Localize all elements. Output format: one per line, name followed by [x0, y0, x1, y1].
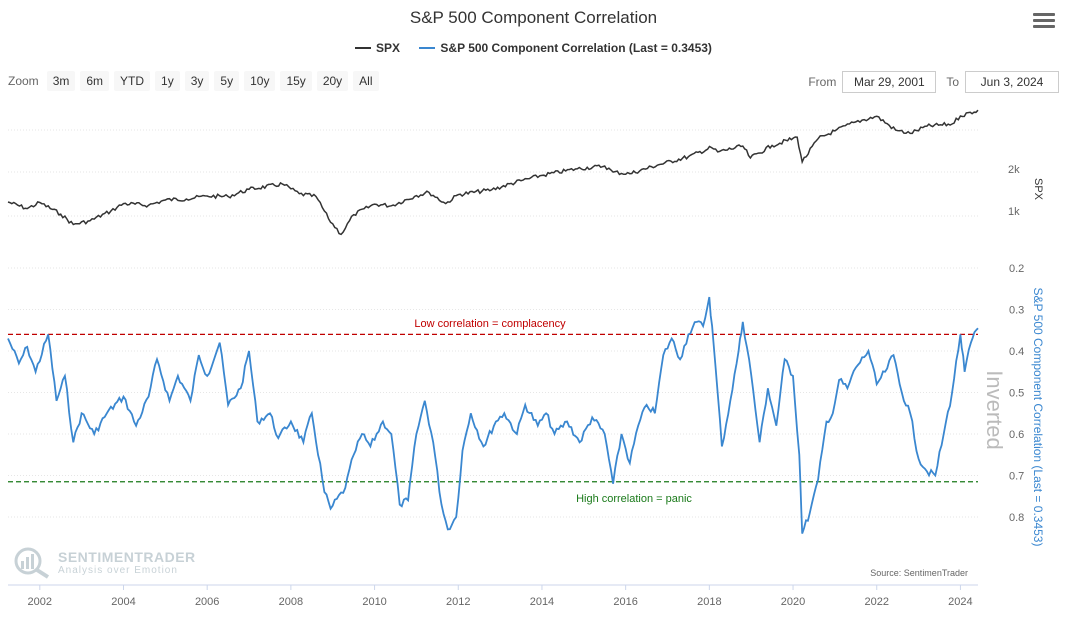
x-tick-label: 2022 — [864, 596, 888, 608]
zoom-button-20y[interactable]: 20y — [316, 71, 349, 91]
spx-tick-label: 2k — [1008, 164, 1020, 176]
zoom-button-1y[interactable]: 1y — [155, 71, 180, 91]
x-tick-label: 2014 — [530, 596, 554, 608]
chart-title: S&P 500 Component Correlation — [409, 8, 658, 27]
legend-swatch-spx — [355, 47, 372, 49]
spx-axis-title: SPX — [1032, 177, 1045, 201]
legend-label-spx: SPX — [376, 41, 401, 55]
zoom-button-3y[interactable]: 3y — [184, 71, 210, 91]
correlation-tick-label: 0.7 — [1009, 471, 1024, 483]
legend-label-correlation: S&P 500 Component Correlation (Last = 0.… — [440, 41, 712, 55]
zoom-bar: Zoom 3m 6m YTD 1y 3y 5y 10y 15y 20y All — [8, 71, 384, 91]
spx-series-line — [7, 109, 979, 236]
legend-item-correlation[interactable]: S&P 500 Component Correlation (Last = 0.… — [419, 41, 712, 55]
correlation-tick-label: 0.5 — [1009, 388, 1024, 400]
correlation-tick-label: 0.2 — [1009, 263, 1024, 275]
correlation-series-line — [7, 296, 979, 534]
correlation-gridlines — [8, 267, 978, 518]
zoom-button-6m[interactable]: 6m — [80, 71, 110, 91]
zoom-button-ytd[interactable]: YTD — [114, 71, 151, 91]
legend-item-spx[interactable]: SPX — [355, 41, 400, 55]
high-correlation-annotation: High correlation = panic — [576, 493, 692, 505]
correlation-tick-label: 0.8 — [1009, 512, 1024, 524]
correlation-tick-label: 0.6 — [1009, 429, 1024, 441]
x-tick-label: 2012 — [446, 596, 470, 608]
correlation-axis-ticks: 0.2 0.3 0.4 0.5 0.6 0.7 0.8 — [1009, 263, 1024, 524]
zoom-button-3m[interactable]: 3m — [46, 71, 76, 91]
x-tick-label: 2020 — [781, 596, 805, 608]
correlation-tick-label: 0.3 — [1009, 305, 1024, 317]
inverted-axis-label: Inverted — [982, 370, 1007, 450]
x-tick-label: 2024 — [948, 596, 972, 608]
zoom-button-all[interactable]: All — [353, 71, 379, 91]
zoom-label: Zoom — [8, 74, 39, 88]
x-tick-label: 2006 — [195, 596, 219, 608]
sentimentrader-watermark: SENTIMENTRADER Analysis over Emotion — [12, 545, 196, 579]
x-tick-label: 2010 — [362, 596, 386, 608]
x-tick-label: 2008 — [279, 596, 303, 608]
source-credit: Source: SentimenTrader — [870, 568, 968, 578]
chart-legend: SPX S&P 500 Component Correlation (Last … — [0, 38, 1067, 55]
x-tick-label: 2002 — [28, 596, 52, 608]
watermark-name: SENTIMENTRADER — [58, 548, 196, 565]
reference-lines — [8, 333, 978, 483]
magnifier-logo-icon — [14, 547, 50, 579]
legend-swatch-correlation — [419, 47, 436, 49]
from-date-input[interactable]: Mar 29, 2001 — [842, 71, 937, 93]
watermark-tagline: Analysis over Emotion — [58, 564, 178, 576]
zoom-button-15y[interactable]: 15y — [280, 71, 312, 91]
date-range-selector: From Mar 29, 2001 To Jun 3, 2024 — [808, 71, 1059, 93]
x-tick-label: 2018 — [697, 596, 721, 608]
correlation-axis-title: S&P 500 Component Correlation (Last = 0.… — [1031, 287, 1045, 547]
zoom-button-5y[interactable]: 5y — [214, 71, 240, 91]
to-label: To — [946, 75, 959, 89]
x-axis-ticks: 2002 2004 2006 2008 2010 2012 2014 2016 2018 2020… — [28, 585, 973, 608]
spx-tick-label: 1k — [1008, 206, 1020, 218]
from-label: From — [808, 75, 837, 89]
to-date-input[interactable]: Jun 3, 2024 — [965, 71, 1059, 93]
low-correlation-annotation: Low correlation = complacency — [414, 318, 566, 330]
spx-axis-ticks: 1k 2k — [1008, 164, 1020, 218]
hamburger-menu-icon[interactable] — [1033, 13, 1055, 33]
zoom-button-10y[interactable]: 10y — [244, 71, 276, 91]
correlation-tick-label: 0.4 — [1009, 346, 1024, 358]
x-tick-label: 2004 — [111, 596, 135, 608]
x-tick-label: 2016 — [613, 596, 637, 608]
